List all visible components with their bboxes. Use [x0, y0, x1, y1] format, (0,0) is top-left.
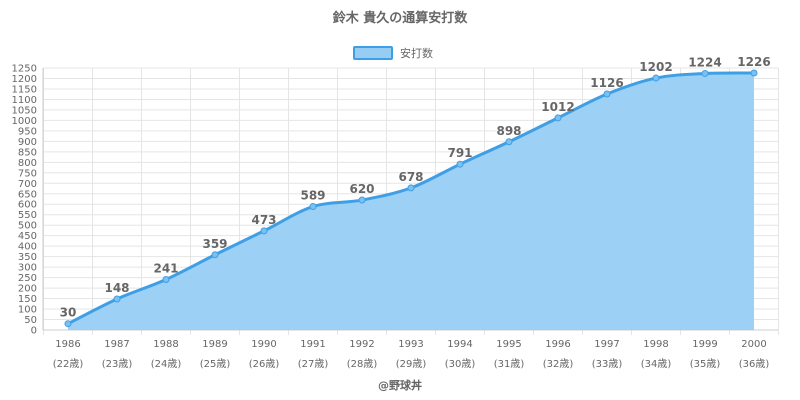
x-axis: 1986 (22歳) 1987 (23歳) 1988 (24歳) 1989 (25歳) 1990… [43, 329, 778, 370]
data-label: 1224 [688, 55, 721, 69]
y-tick-label: 650 [18, 189, 37, 200]
y-tick-label: 850 [18, 147, 37, 158]
y-tick-label: 200 [18, 284, 37, 295]
x-tick-label: 1997 [594, 339, 619, 350]
y-tick-label: 1200 [12, 74, 37, 85]
x-tick-label: 1999 [692, 339, 717, 350]
y-tick-label: 950 [18, 126, 37, 137]
x-tick-label: 1992 [349, 339, 374, 350]
x-tick-label: 1993 [398, 339, 423, 350]
legend[interactable]: 安打数 [353, 46, 433, 60]
data-label: 1012 [541, 100, 574, 114]
data-label: 148 [104, 281, 129, 295]
data-label: 620 [349, 182, 374, 196]
y-tick-label: 300 [18, 263, 37, 274]
x-tick-sublabel: (26歳) [249, 358, 280, 370]
x-tick-label: 1987 [104, 339, 129, 350]
x-tick-sublabel: (23歳) [102, 358, 133, 370]
x-tick-sublabel: (28歳) [347, 358, 378, 370]
y-tick-label: 1000 [12, 116, 37, 127]
data-label: 1226 [737, 55, 770, 69]
x-tick-sublabel: (36歳) [739, 358, 770, 370]
data-point[interactable] [652, 74, 660, 82]
credit-text: @野球丼 [378, 378, 422, 392]
data-point[interactable] [309, 203, 317, 211]
x-tick-label: 1988 [153, 339, 178, 350]
data-label: 30 [60, 306, 77, 320]
y-tick-label: 1050 [12, 105, 37, 116]
x-tick-label: 1998 [643, 339, 668, 350]
data-point[interactable] [162, 275, 170, 283]
data-points [64, 69, 758, 328]
data-point[interactable] [407, 184, 415, 192]
data-point[interactable] [260, 227, 268, 235]
y-tick-label: 1100 [12, 95, 37, 106]
x-tick-sublabel: (35歳) [690, 358, 721, 370]
x-tick-sublabel: (31歳) [494, 358, 525, 370]
data-label: 359 [202, 237, 227, 251]
y-tick-label: 400 [18, 242, 37, 253]
data-label: 1126 [590, 76, 623, 90]
x-tick-label: 1994 [447, 339, 472, 350]
series-hits [67, 71, 755, 330]
x-tick-label: 1986 [55, 339, 80, 350]
data-label: 791 [447, 146, 472, 160]
data-label: 473 [251, 213, 276, 227]
y-tick-label: 900 [18, 137, 37, 148]
legend-swatch [353, 46, 393, 60]
y-tick-label: 800 [18, 158, 37, 169]
y-tick-label: 350 [18, 252, 37, 263]
x-tick-sublabel: (33歳) [592, 358, 623, 370]
y-tick-label: 250 [18, 273, 37, 284]
y-tick-label: 750 [18, 168, 37, 179]
y-tick-label: 100 [18, 305, 37, 316]
data-point[interactable] [113, 295, 121, 303]
data-point[interactable] [456, 160, 464, 168]
y-tick-label: 550 [18, 210, 37, 221]
data-labels: 30 148 241 359 473 589 620 678 791 898 1012 1126 120… [60, 55, 771, 320]
data-point[interactable] [505, 138, 513, 146]
data-point[interactable] [603, 90, 611, 98]
x-tick-sublabel: (32歳) [543, 358, 574, 370]
data-point[interactable] [750, 69, 758, 77]
data-point[interactable] [211, 251, 219, 259]
y-tick-label: 600 [18, 200, 37, 211]
legend-label: 安打数 [400, 46, 433, 60]
y-tick-label: 700 [18, 179, 37, 190]
x-tick-sublabel: (24歳) [151, 358, 182, 370]
x-tick-sublabel: (27歳) [298, 358, 329, 370]
x-tick-sublabel: (25歳) [200, 358, 231, 370]
y-tick-label: 50 [24, 315, 37, 326]
y-tick-label: 1150 [12, 84, 37, 95]
y-axis: 0501001502002503003504004505005506006507… [12, 64, 44, 337]
x-tick-label: 1995 [496, 339, 521, 350]
chart-title: 鈴木 貴久の通算安打数 [333, 10, 469, 26]
x-tick-label: 1991 [300, 339, 325, 350]
data-point[interactable] [64, 320, 72, 328]
x-tick-label: 2000 [741, 339, 766, 350]
series-area [68, 72, 754, 330]
data-label: 1202 [639, 60, 672, 74]
y-tick-label: 500 [18, 221, 37, 232]
x-tick-label: 1996 [545, 339, 570, 350]
data-label: 241 [153, 261, 178, 275]
y-tick-label: 0 [31, 326, 37, 337]
x-tick-label: 1989 [202, 339, 227, 350]
x-tick-sublabel: (30歳) [445, 358, 476, 370]
data-point[interactable] [358, 196, 366, 204]
x-tick-sublabel: (22歳) [53, 358, 84, 370]
data-label: 678 [398, 170, 423, 184]
y-tick-label: 1250 [12, 64, 37, 75]
x-tick-sublabel: (29歳) [396, 358, 427, 370]
data-point[interactable] [554, 114, 562, 122]
y-tick-label: 450 [18, 231, 37, 242]
data-label: 589 [300, 189, 325, 203]
x-tick-sublabel: (34歳) [641, 358, 672, 370]
y-tick-label: 150 [18, 294, 37, 305]
data-point[interactable] [701, 69, 709, 77]
data-label: 898 [496, 124, 521, 138]
x-tick-label: 1990 [251, 339, 276, 350]
